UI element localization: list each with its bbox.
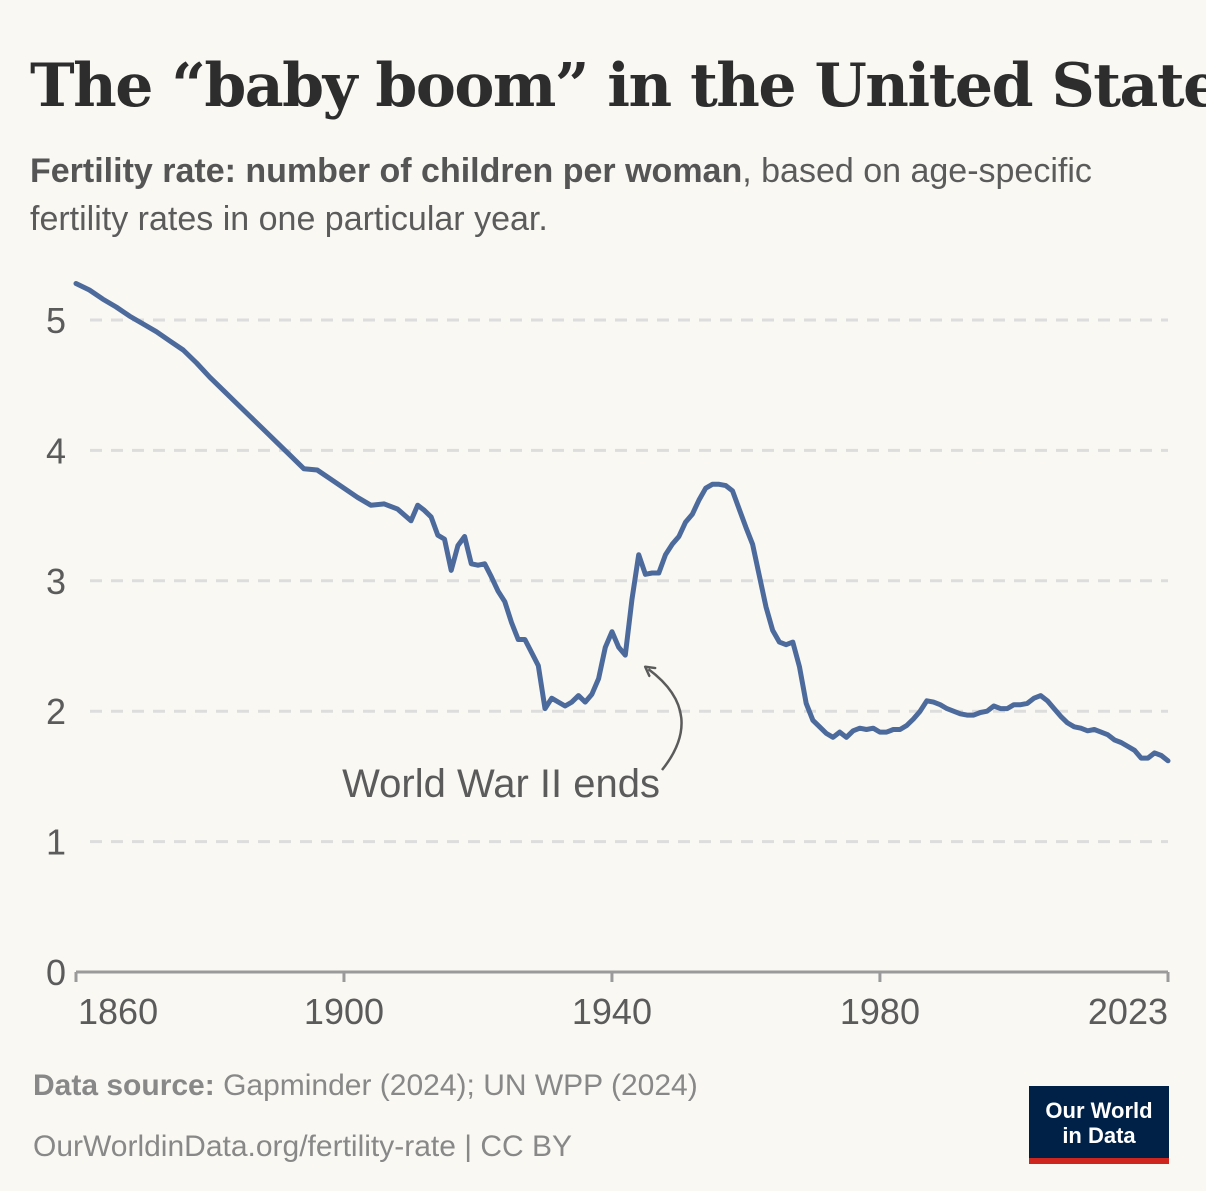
- source-url[interactable]: OurWorldinData.org/fertility-rate | CC B…: [33, 1130, 573, 1163]
- y-tick-label-0: 0: [46, 952, 66, 993]
- x-tick-label-1940: 1940: [572, 991, 652, 1032]
- y-tick-label-2: 2: [46, 691, 66, 732]
- x-tick-label-1860: 1860: [78, 991, 158, 1032]
- owid-logo[interactable]: Our World in Data: [1029, 1086, 1169, 1164]
- series-line-0: [73, 281, 1171, 764]
- subtitle-bold: Fertility rate: number of children per w…: [30, 152, 743, 190]
- x-tick-label-1980: 1980: [840, 991, 920, 1032]
- chart-title: The “baby boom” in the United States: [30, 51, 1206, 121]
- x-axis: [74, 970, 1170, 982]
- grid-lines: [90, 318, 1168, 844]
- annotation-arrow-0: [648, 669, 683, 771]
- source-text: Gapminder (2024); UN WPP (2024): [214, 1069, 698, 1102]
- chart-subtitle: Fertility rate: number of children per w…: [30, 147, 1150, 243]
- source-label: Data source:: [33, 1069, 215, 1102]
- data-source-line: Data source: Gapminder (2024); UN WPP (2…: [33, 1066, 698, 1106]
- y-tick-label-1: 1: [46, 822, 66, 863]
- y-tick-label-5: 5: [46, 300, 66, 341]
- y-tick-label-4: 4: [46, 430, 66, 471]
- logo-line-2: in Data: [1062, 1123, 1136, 1148]
- x-tick-label-1900: 1900: [304, 991, 384, 1032]
- series-layer: [73, 281, 1171, 764]
- subtitle-rest: , based on age-specific fertility rates …: [30, 152, 1092, 238]
- x-tick-label-2023: 2023: [1088, 991, 1168, 1032]
- y-tick-label-3: 3: [46, 561, 66, 602]
- annotation-layer: World War II ends: [342, 669, 683, 806]
- x-axis-labels: 1860 1900 1940 1980 2023: [78, 991, 1168, 1032]
- y-axis-labels: 0 1 2 3 4 5: [46, 300, 66, 993]
- annotation-text-0: World War II ends: [342, 762, 660, 806]
- logo-line-1: Our World: [1045, 1098, 1153, 1123]
